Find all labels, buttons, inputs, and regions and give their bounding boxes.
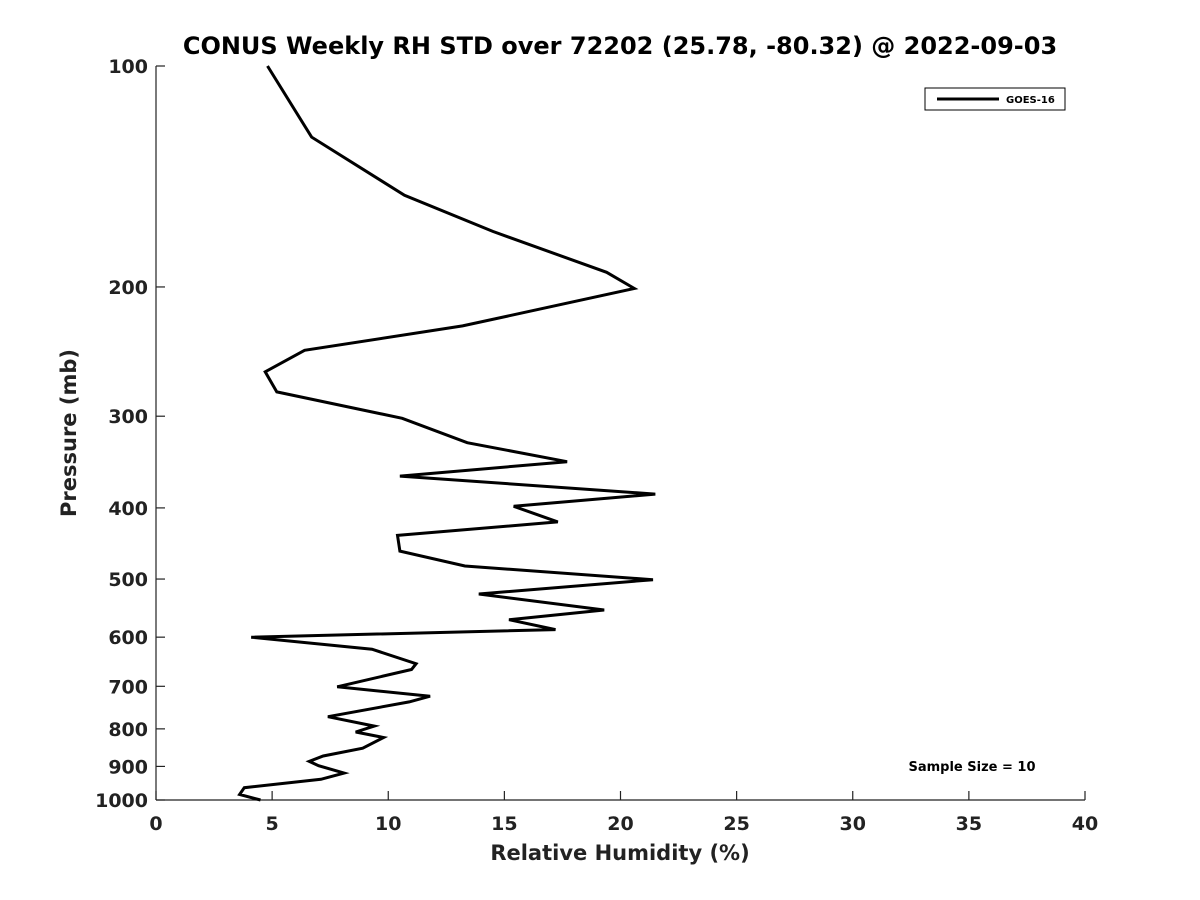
y-tick-label-600: 600: [108, 627, 148, 649]
x-axis-ticks: 0 5 10 15 20 25 30 35 40: [149, 791, 1098, 835]
legend: GOES-16: [924, 87, 1066, 111]
x-tick-label-10: 10: [375, 813, 401, 835]
sample-size-annotation: Sample Size = 10: [908, 760, 1035, 775]
x-tick-label-25: 25: [723, 813, 749, 835]
x-tick-label-35: 35: [956, 813, 982, 835]
y-tick-label-200: 200: [108, 277, 148, 299]
y-tick-label-400: 400: [108, 498, 148, 520]
x-axis-label: Relative Humidity (%): [490, 841, 749, 865]
y-tick-label-900: 900: [108, 756, 148, 778]
y-tick-label-1000: 1000: [95, 790, 148, 812]
y-tick-label-500: 500: [108, 569, 148, 591]
x-tick-label-0: 0: [149, 813, 162, 835]
legend-label-goes-16: GOES-16: [1006, 95, 1055, 106]
x-tick-label-5: 5: [266, 813, 279, 835]
x-tick-label-15: 15: [491, 813, 517, 835]
x-tick-label-40: 40: [1072, 813, 1098, 835]
chart-title: CONUS Weekly RH STD over 72202 (25.78, -…: [183, 32, 1057, 60]
y-tick-label-300: 300: [108, 406, 148, 428]
y-axis-ticks: 100 200 300 400 500 600 700 800 900 1000: [95, 56, 165, 812]
series-line-goes-16: [237, 65, 656, 802]
y-axis-label: Pressure (mb): [57, 349, 81, 517]
x-tick-label-20: 20: [607, 813, 633, 835]
y-tick-label-800: 800: [108, 719, 148, 741]
series-group: [237, 65, 656, 802]
y-tick-label-700: 700: [108, 676, 148, 698]
x-tick-label-30: 30: [840, 813, 866, 835]
y-tick-label-100: 100: [108, 56, 148, 78]
